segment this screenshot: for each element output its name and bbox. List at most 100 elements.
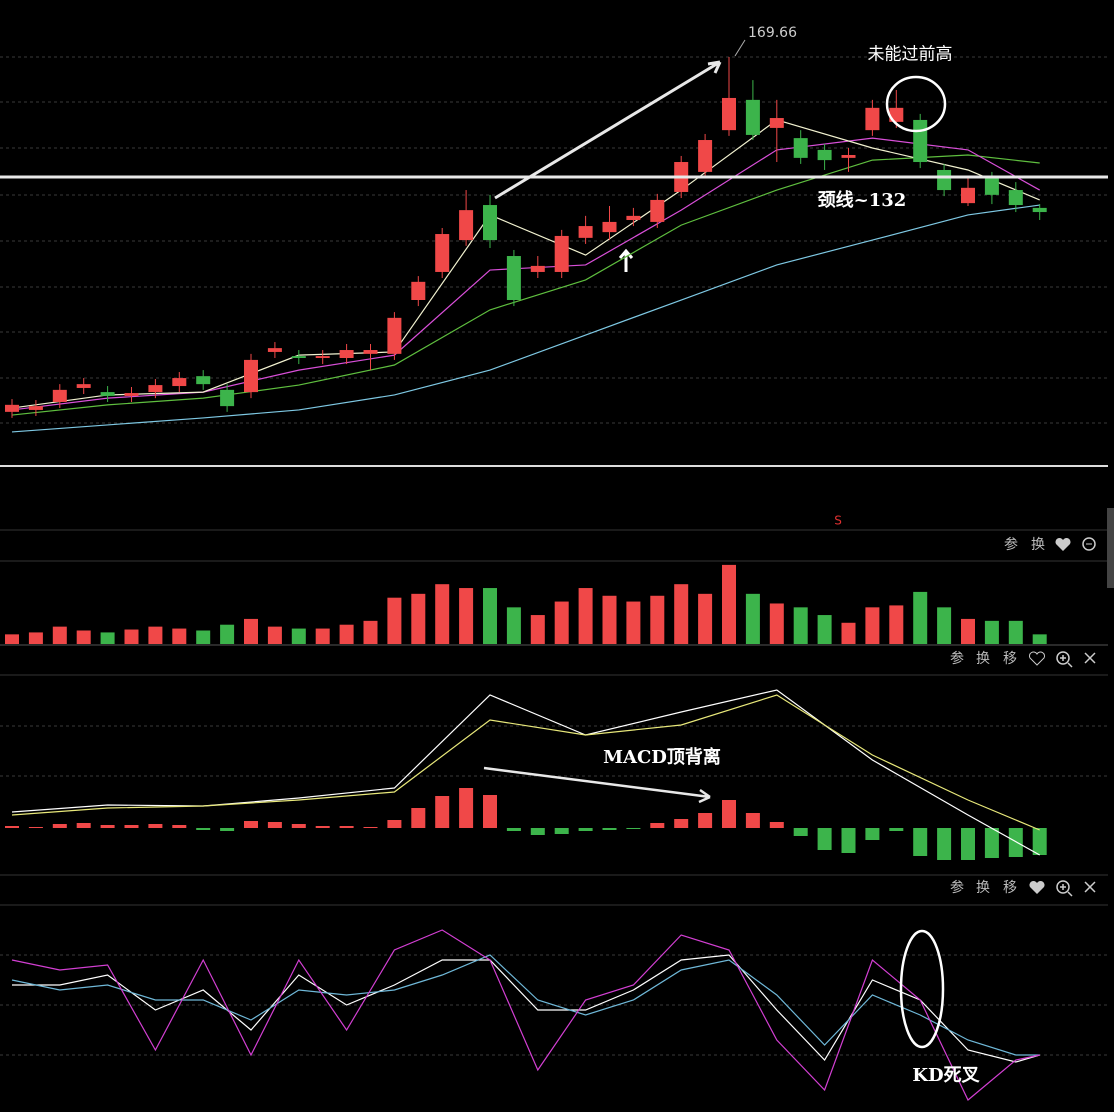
macd-bar: [650, 823, 665, 828]
candle-body: [793, 138, 808, 158]
macd-bar: [315, 826, 330, 828]
candle-body: [913, 119, 928, 163]
volume-bar: [722, 564, 736, 644]
volume-bar: [220, 624, 235, 644]
toolbar-button[interactable]: 参: [950, 879, 964, 896]
candle-body: [578, 226, 593, 238]
volume-bar: [196, 630, 211, 644]
candle-body: [172, 378, 187, 387]
macd-bar: [339, 826, 354, 828]
macd-bar: [459, 788, 474, 828]
scrollbar[interactable]: [1107, 508, 1114, 588]
candle-body: [196, 376, 211, 385]
macd-bar: [937, 828, 952, 860]
favorite-icon[interactable]: [1055, 537, 1071, 551]
macd-bar: [913, 828, 928, 856]
candle-body: [315, 356, 330, 359]
favorite-icon[interactable]: [1029, 880, 1045, 894]
neckline-label: 颈线~132: [817, 189, 907, 211]
candle-body: [554, 235, 569, 272]
macd-bar: [387, 820, 402, 828]
zoom-out-icon[interactable]: [1082, 537, 1096, 551]
macd-bar: [961, 828, 975, 860]
macd-bar: [148, 824, 163, 828]
volume-bar: [267, 626, 282, 644]
candle-body: [76, 384, 91, 388]
candle-body: [817, 149, 832, 161]
macd-bar: [52, 824, 67, 828]
signal-marker: S: [834, 514, 842, 528]
volume-bar: [411, 593, 426, 644]
highlight-circle: [899, 929, 945, 1049]
candle-body: [28, 406, 43, 410]
macd-bar: [196, 828, 211, 830]
indicator-line: [11, 929, 1040, 1101]
macd-bar: [841, 828, 856, 853]
volume-bar: [554, 601, 569, 644]
trend-arrow: [494, 60, 722, 200]
candle-body: [650, 199, 665, 222]
peak-pointer: [734, 39, 746, 57]
toolbar-button[interactable]: 参: [1004, 536, 1018, 553]
toolbar-icons[interactable]: [1060, 652, 1096, 668]
toolbar-button[interactable]: 移: [1003, 651, 1017, 667]
indicator-line: [11, 119, 1040, 409]
toolbar-button[interactable]: 参: [950, 650, 964, 667]
candle-body: [937, 169, 952, 191]
candle-body: [363, 350, 378, 354]
macd-bar: [602, 828, 617, 830]
volume-bar: [172, 628, 187, 644]
annotation: 未能过前高: [868, 45, 953, 65]
volume-bar: [913, 591, 928, 644]
macd-bar: [76, 823, 91, 828]
toolbar-button[interactable]: 换: [1031, 536, 1045, 553]
volume-bar: [530, 615, 545, 644]
macd-bar: [722, 800, 736, 828]
toolbar-icons[interactable]: [1060, 881, 1096, 897]
macd-bar: [291, 824, 306, 828]
candle-body: [984, 177, 999, 195]
candle-body: [530, 265, 545, 272]
candle-body: [745, 99, 760, 135]
toolbar-button[interactable]: 移: [1003, 880, 1017, 896]
candle-body: [722, 97, 736, 131]
volume-bar: [1008, 620, 1023, 644]
volume-bar: [315, 628, 330, 644]
volume-bar: [124, 629, 139, 644]
macd-bar: [1032, 828, 1047, 855]
candle-body: [841, 155, 856, 158]
volume-bar: [483, 588, 497, 644]
peak-label: 169.66: [748, 25, 797, 41]
candle-body: [961, 187, 975, 204]
toolbar-button[interactable]: 换: [976, 650, 990, 667]
volume-bar: [28, 632, 43, 644]
candle-body: [291, 356, 306, 359]
macd-bar: [984, 828, 999, 858]
candle-body: [769, 118, 784, 128]
candle-body: [100, 392, 115, 396]
favorite-icon[interactable]: [1029, 651, 1045, 666]
candle-body: [435, 234, 450, 272]
volume-bar: [937, 607, 952, 644]
volume-bar: [961, 618, 975, 644]
macd-bar: [865, 828, 880, 840]
volume-bar: [387, 597, 402, 644]
macd-bar: [267, 822, 282, 828]
volume-bar: [506, 607, 521, 644]
indicator-line: [11, 154, 1040, 416]
volume-bar: [244, 618, 258, 644]
volume-bar: [578, 588, 593, 644]
macd-bar: [817, 828, 832, 850]
volume-bar: [291, 628, 306, 644]
annotation: KD死叉: [912, 1065, 980, 1086]
zoom-in-icon[interactable]: [1056, 651, 1070, 665]
candle-body: [124, 393, 139, 396]
candle-body: [602, 221, 617, 233]
indicator-line: [11, 954, 1040, 1056]
toolbar-button[interactable]: 换: [976, 879, 990, 896]
zoom-in-icon[interactable]: [1056, 880, 1070, 894]
volume-bar: [363, 620, 378, 644]
macd-bar: [363, 827, 378, 828]
